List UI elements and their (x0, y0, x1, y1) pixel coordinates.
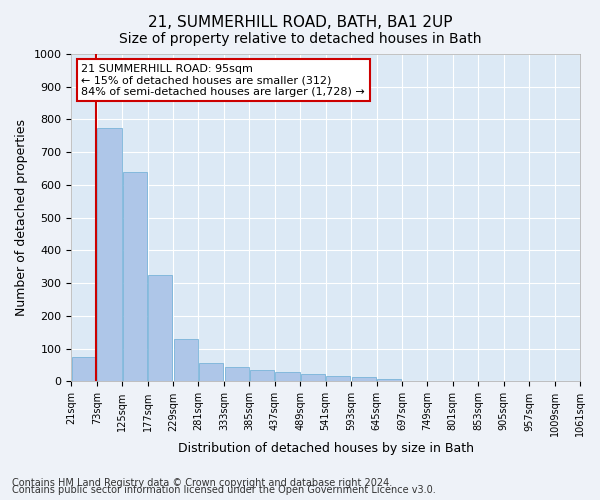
Bar (275, 372, 299, 382)
Bar (403, 381, 427, 382)
Bar (326, 376, 350, 382)
Bar (250, 370, 274, 382)
X-axis label: Distribution of detached houses by size in Bath: Distribution of detached houses by size … (178, 442, 473, 455)
Text: Size of property relative to detached houses in Bath: Size of property relative to detached ho… (119, 32, 481, 46)
Text: 21, SUMMERHILL ROAD, BATH, BA1 2UP: 21, SUMMERHILL ROAD, BATH, BA1 2UP (148, 15, 452, 30)
Bar (377, 379, 401, 382)
Text: Contains HM Land Registry data © Crown copyright and database right 2024.: Contains HM Land Registry data © Crown c… (12, 478, 392, 488)
Bar (224, 366, 248, 382)
Y-axis label: Number of detached properties: Number of detached properties (15, 119, 28, 316)
Bar (72, 357, 96, 382)
Bar (352, 376, 376, 382)
Bar (123, 172, 147, 382)
Bar (199, 364, 223, 382)
Bar (148, 275, 172, 382)
Bar (97, 128, 122, 382)
Text: Contains public sector information licensed under the Open Government Licence v3: Contains public sector information licen… (12, 485, 436, 495)
Bar (173, 339, 198, 382)
Bar (301, 374, 325, 382)
Text: 21 SUMMERHILL ROAD: 95sqm
← 15% of detached houses are smaller (312)
84% of semi: 21 SUMMERHILL ROAD: 95sqm ← 15% of detac… (82, 64, 365, 97)
